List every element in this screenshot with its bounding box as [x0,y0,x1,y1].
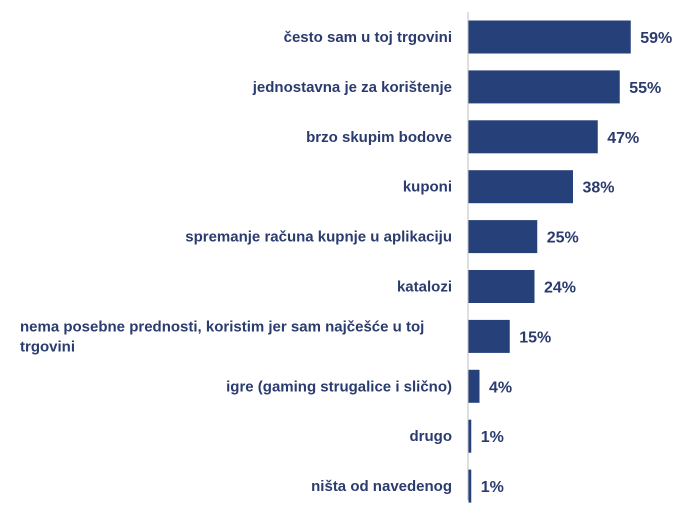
bar [468,419,472,453]
bar [468,270,535,303]
bar [468,319,510,353]
bar [468,20,631,54]
value-label: 47% [607,130,639,147]
category-label: spremanje računa kupnje u aplikaciju [185,229,452,246]
value-label: 15% [519,329,551,346]
category-label: ništa od navedenog [311,478,452,495]
bars-group [468,20,631,503]
value-label: 25% [547,230,579,247]
value-label: 24% [544,280,576,297]
category-label: trgovini [20,338,75,355]
bar [468,220,538,254]
category-label: jednostavna je za korištenje [252,79,452,96]
category-label: brzo skupim bodove [306,129,452,146]
category-label: igre (gaming strugalice i slično) [226,378,452,395]
bar [468,170,573,204]
category-label: katalozi [397,279,452,296]
category-label: kuponi [403,179,452,196]
value-labels-group: 59% 55% 47% 38% 25% 24% 15% 4% 1% 1% [481,30,673,496]
bar [468,120,598,154]
value-label: 38% [583,180,615,197]
bar [468,469,472,503]
value-label: 4% [489,379,512,396]
bar [468,369,480,403]
value-label: 59% [640,30,672,47]
value-label: 55% [629,80,661,97]
value-label: 1% [481,429,504,446]
category-label: nema posebne prednosti, koristim jer sam… [20,318,424,335]
category-label: često sam u toj trgovini [284,29,452,46]
bar [468,70,620,104]
category-label: drugo [410,428,453,445]
value-label: 1% [481,479,504,496]
category-labels-group: često sam u toj trgovini jednostavna je z… [20,29,452,495]
